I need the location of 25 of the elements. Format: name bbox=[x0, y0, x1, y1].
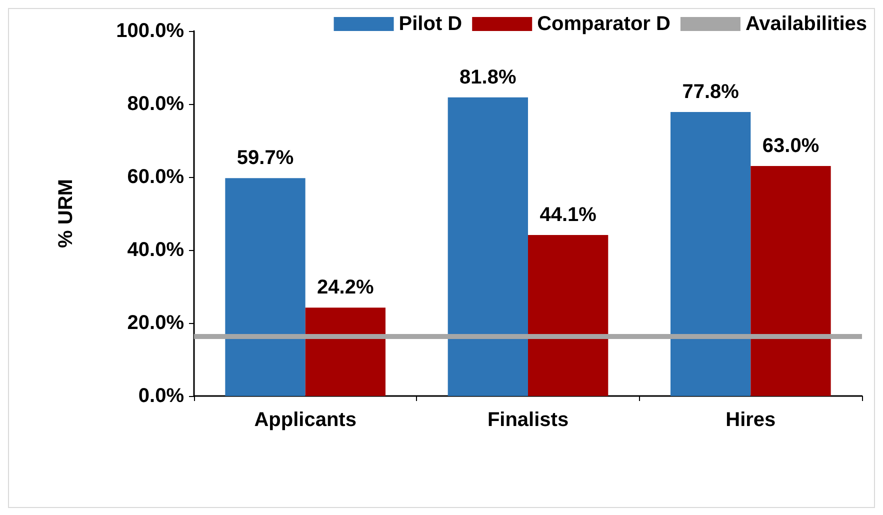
bar bbox=[528, 235, 608, 396]
bar bbox=[448, 97, 528, 396]
y-tick-label: 100.0% bbox=[116, 20, 184, 42]
y-tick-label: 60.0% bbox=[127, 166, 184, 188]
y-axis-title: % URM bbox=[55, 179, 77, 248]
data-label: 63.0% bbox=[762, 135, 820, 158]
y-tick-label: 80.0% bbox=[127, 93, 184, 115]
y-tick-label: 0.0% bbox=[138, 385, 184, 407]
data-label: 24.2% bbox=[317, 276, 374, 299]
bar bbox=[670, 112, 751, 396]
data-label: 44.1% bbox=[540, 204, 597, 226]
legend-label: Availabilities bbox=[745, 13, 868, 35]
legend-label: Comparator D bbox=[537, 13, 670, 35]
bar bbox=[750, 166, 831, 396]
y-tick-label: 40.0% bbox=[127, 239, 184, 261]
x-tick-label: Hires bbox=[726, 409, 776, 431]
data-label: 59.7% bbox=[236, 147, 294, 170]
data-label: 81.8% bbox=[460, 66, 516, 88]
data-label: 77.8% bbox=[682, 81, 740, 104]
legend-label: Pilot D bbox=[398, 13, 462, 35]
bar bbox=[225, 178, 306, 396]
y-tick-label: 20.0% bbox=[127, 312, 184, 334]
bar bbox=[305, 308, 386, 396]
x-tick-label: Finalists bbox=[487, 409, 569, 431]
x-tick-label: Applicants bbox=[254, 409, 356, 431]
